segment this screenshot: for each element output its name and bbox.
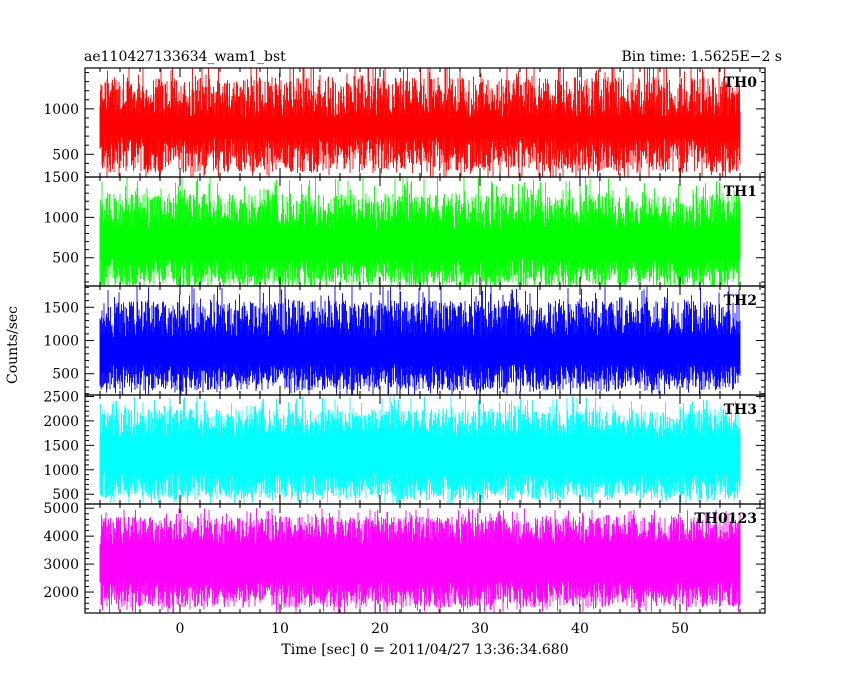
panel-label-th3: TH3 xyxy=(724,402,757,418)
y-tick-label: 500 xyxy=(52,251,79,267)
panel-label-th1: TH1 xyxy=(724,184,757,200)
series-th1 xyxy=(99,177,741,286)
y-tick-label: 5000 xyxy=(43,501,79,517)
panel-th0123: 2000 3000 4000 5000 TH0123 xyxy=(43,501,766,614)
chart-title-right: Bin time: 1.5625E−2 s xyxy=(621,49,782,65)
y-tick-label: 1500 xyxy=(43,170,79,186)
panel-th0: 500 1000 TH0 xyxy=(43,67,766,178)
x-tick-label: 0 xyxy=(176,621,185,637)
x-tick-label: 30 xyxy=(471,621,489,637)
y-axis-label: Counts/sec xyxy=(5,306,21,384)
x-axis-label: Time [sec] 0 = 2011/04/27 13:36:34.680 xyxy=(281,642,568,658)
y-tick-label: 1500 xyxy=(43,300,79,316)
y-tick-label: 2500 xyxy=(43,389,79,405)
panel-label-th0: TH0 xyxy=(724,75,758,91)
x-tick-label: 50 xyxy=(671,621,689,637)
y-tick-label: 2000 xyxy=(43,585,79,601)
series-th0 xyxy=(99,68,741,177)
panel-label-th0123: TH0123 xyxy=(694,511,757,527)
x-tick-label: 10 xyxy=(271,621,289,637)
series-th0123 xyxy=(99,508,741,613)
x-tick-label: 40 xyxy=(571,621,589,637)
panel-label-th2: TH2 xyxy=(724,293,757,309)
x-tick-label: 20 xyxy=(371,621,389,637)
panel-th2: 500 1000 1500 TH2 xyxy=(43,285,766,396)
y-tick-label: 500 xyxy=(52,487,79,503)
y-tick-label: 500 xyxy=(52,147,79,163)
chart-title-left: ae110427133634_wam1_bst xyxy=(84,49,286,65)
y-tick-label: 4000 xyxy=(43,529,79,545)
y-tick-label: 1000 xyxy=(43,102,79,118)
panel-th1: 500 1000 1500 TH1 xyxy=(43,170,766,287)
series-th2 xyxy=(99,286,741,395)
panel-th3: 500 1000 1500 2000 2500 TH3 xyxy=(43,389,766,505)
y-tick-label: 2000 xyxy=(43,414,79,430)
series-th3 xyxy=(99,396,741,504)
y-tick-label: 1000 xyxy=(43,463,79,479)
y-tick-label: 500 xyxy=(52,367,79,383)
y-tick-label: 1000 xyxy=(43,210,79,226)
y-tick-label: 1000 xyxy=(43,334,79,350)
y-tick-label: 3000 xyxy=(43,557,79,573)
y-tick-label: 1500 xyxy=(43,438,79,454)
